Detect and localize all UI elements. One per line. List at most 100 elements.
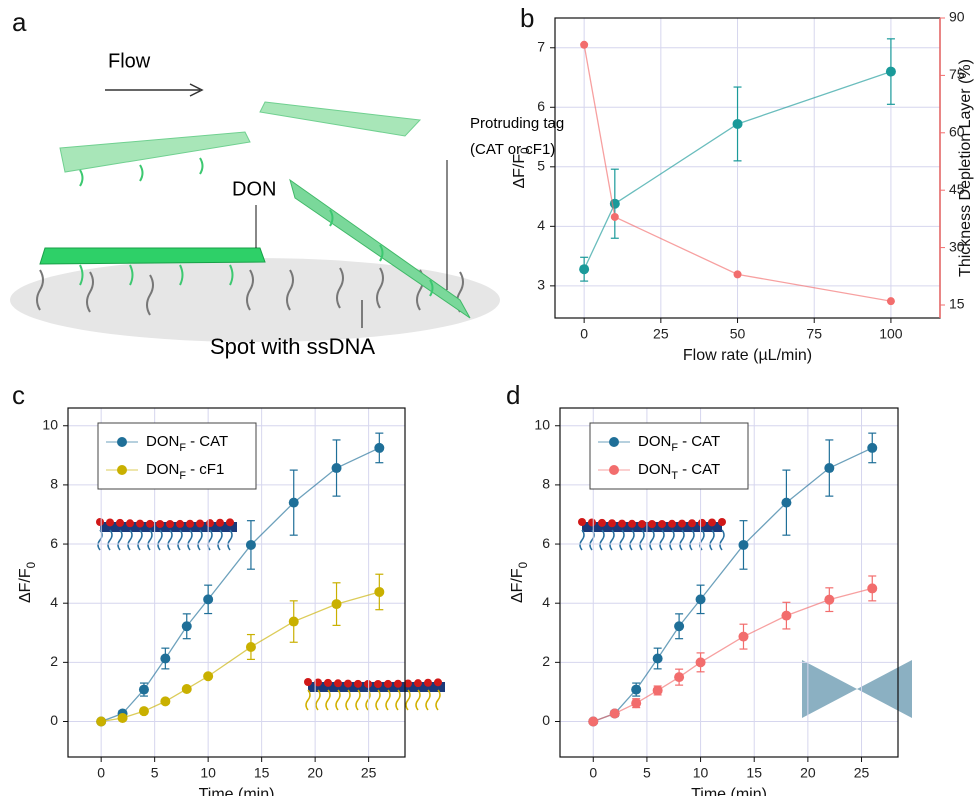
bead — [404, 679, 412, 688]
bead — [628, 519, 636, 528]
tag-label: Protruding tag — [470, 115, 564, 132]
strand — [659, 529, 665, 551]
bead — [314, 678, 322, 687]
bead — [638, 519, 646, 528]
x-tick-label: 25 — [361, 765, 377, 781]
bead — [648, 520, 656, 528]
y2-tick-label: 45 — [949, 181, 965, 197]
y-tick-label: 4 — [537, 217, 545, 233]
data-point — [203, 671, 214, 682]
illustration — [10, 83, 500, 342]
data-point — [117, 712, 128, 723]
data-point — [245, 539, 256, 550]
strand — [689, 529, 695, 551]
data-point — [331, 463, 342, 474]
y-axis-label-part: 0 — [520, 147, 532, 153]
y-tick-label: 6 — [50, 535, 58, 551]
strand — [679, 529, 685, 551]
tag-label: (CAT or cF1) — [470, 141, 555, 158]
x-tick-label: 10 — [200, 765, 216, 781]
y-axis-label-part: ΔF/F — [509, 568, 526, 603]
y-axis-label: ΔF/F0 — [511, 147, 532, 188]
strand — [649, 529, 655, 551]
strand — [177, 529, 183, 551]
strand — [187, 529, 193, 551]
data-point — [738, 631, 749, 642]
legend-label-part: DON — [146, 433, 179, 450]
bead — [96, 518, 104, 526]
strand — [709, 529, 715, 551]
legend-label-part: - CAT — [678, 433, 720, 450]
bead — [414, 679, 422, 688]
y-tick-label: 8 — [542, 476, 550, 492]
strand — [325, 689, 331, 711]
plot-frame — [67, 407, 406, 758]
bead — [146, 519, 154, 528]
legend-label: DONF - CAT — [638, 433, 720, 454]
series-line — [593, 587, 873, 723]
data-point — [867, 442, 878, 453]
bead — [668, 519, 676, 528]
data-point — [631, 698, 642, 709]
bead — [374, 679, 382, 688]
series-line — [100, 447, 380, 723]
series-line — [583, 70, 892, 270]
x-tick-label: 50 — [730, 326, 746, 342]
bead — [364, 679, 372, 688]
x-tick-label: 5 — [643, 765, 651, 781]
y-tick-label: 8 — [50, 476, 58, 492]
legend-label-part: - CAT — [678, 461, 720, 478]
y-tick-label: 7 — [537, 38, 545, 54]
data-point — [867, 583, 878, 594]
data-point — [695, 594, 706, 605]
legend-label-part: DON — [638, 433, 671, 450]
legend-label-part: - cF1 — [186, 461, 224, 478]
strand — [335, 689, 341, 711]
bead — [186, 519, 194, 528]
legend-marker — [609, 437, 619, 447]
strand — [227, 529, 233, 551]
data-point — [652, 685, 663, 696]
strand — [305, 689, 311, 711]
strand — [609, 529, 615, 551]
panel-label: b — [520, 3, 534, 33]
legend-box — [97, 422, 257, 490]
data-point — [579, 264, 590, 275]
bead — [434, 678, 442, 687]
data-point — [203, 594, 214, 605]
strand — [375, 689, 381, 711]
y2-tick-label: 90 — [949, 9, 965, 25]
y-tick-label: 10 — [534, 416, 550, 432]
bead — [658, 519, 666, 528]
bead — [156, 519, 164, 528]
y-axis-label: ΔF/F0 — [17, 562, 38, 603]
x-axis-label: Flow rate (µL/min) — [683, 347, 812, 364]
strand — [425, 689, 431, 711]
bead — [598, 518, 606, 527]
data-point — [824, 463, 835, 474]
x-tick-label: 10 — [693, 765, 709, 781]
strand — [405, 689, 411, 711]
legend-marker — [117, 437, 127, 447]
bead — [324, 678, 332, 687]
bead — [618, 519, 626, 528]
legend-label-part: DON — [146, 461, 179, 478]
data-point — [674, 672, 685, 683]
x-tick-label: 0 — [580, 326, 588, 342]
panel-label: a — [12, 7, 27, 37]
strand — [137, 529, 143, 551]
data-point — [245, 641, 256, 652]
y-tick-label: 6 — [537, 98, 545, 114]
data-point — [652, 653, 663, 664]
bead — [106, 518, 114, 527]
x-tick-label: 25 — [653, 326, 669, 342]
data-point — [331, 599, 342, 610]
y-tick-label: 2 — [50, 653, 58, 669]
strand — [639, 529, 645, 551]
data-point — [695, 657, 706, 668]
plot-frame — [554, 17, 941, 319]
flow-label: Flow — [108, 50, 151, 72]
series-line — [593, 447, 873, 723]
strand — [629, 529, 635, 551]
y2-tick-label: 15 — [949, 296, 965, 312]
